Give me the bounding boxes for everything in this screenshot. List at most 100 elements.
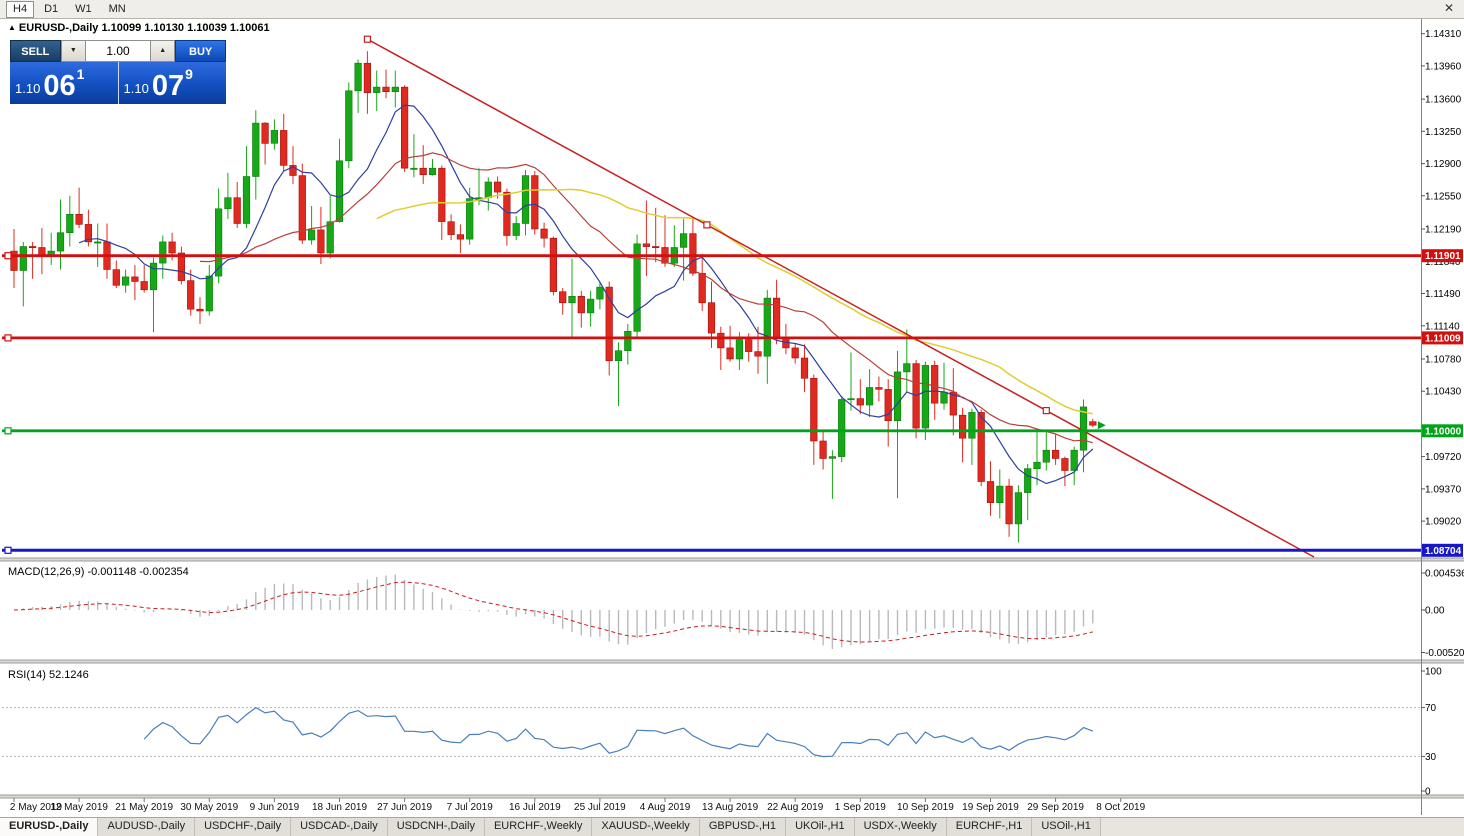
svg-text:1.09720: 1.09720 xyxy=(1425,452,1462,463)
svg-text:7 Jul 2019: 7 Jul 2019 xyxy=(447,802,494,813)
symbol-arrow-icon: ▲ xyxy=(8,23,16,32)
hline-anchor[interactable] xyxy=(4,546,12,554)
ask-price-button[interactable]: 1.10 07 9 xyxy=(118,62,226,104)
chart-tab-ukoil-h1[interactable]: UKOil-,H1 xyxy=(786,818,855,836)
svg-text:19 Sep 2019: 19 Sep 2019 xyxy=(962,802,1019,813)
svg-text:1.08704: 1.08704 xyxy=(1425,546,1462,557)
svg-text:1.10430: 1.10430 xyxy=(1425,387,1462,398)
svg-text:70: 70 xyxy=(1425,703,1437,714)
volume-decrease-button[interactable]: ▼ xyxy=(60,40,86,62)
bid-price-button[interactable]: 1.10 06 1 xyxy=(10,62,119,104)
chart-tab-xauusd-weekly[interactable]: XAUUSD-,Weekly xyxy=(592,818,700,836)
svg-text:0.004536: 0.004536 xyxy=(1425,569,1464,580)
axis-price-label-1.11901: 1.11901 xyxy=(1422,249,1463,263)
svg-text:1.11840: 1.11840 xyxy=(1425,257,1461,268)
svg-text:1.09370: 1.09370 xyxy=(1425,484,1462,495)
svg-text:22 Aug 2019: 22 Aug 2019 xyxy=(767,802,824,813)
ask-base: 1.10 xyxy=(123,81,149,96)
hline-anchor[interactable] xyxy=(4,334,12,342)
macd-histogram xyxy=(22,574,1094,649)
svg-text:1.12900: 1.12900 xyxy=(1425,159,1462,170)
svg-text:16 Jul 2019: 16 Jul 2019 xyxy=(509,802,561,813)
axis-price-label-1.11009: 1.11009 xyxy=(1422,331,1463,345)
chart-tab-eurchf-h1[interactable]: EURCHF-,H1 xyxy=(946,818,1033,836)
svg-text:0: 0 xyxy=(1425,787,1431,798)
axis-price-label-1.10000: 1.10000 xyxy=(1422,424,1463,438)
price-axis[interactable]: 1.14310 1.13960 1.13600 1.13250 1.12900 1.125… xyxy=(1421,29,1464,798)
candles xyxy=(10,51,1097,543)
trendline-anchor[interactable] xyxy=(363,35,371,43)
svg-text:1.11901: 1.11901 xyxy=(1425,251,1461,262)
trendline-anchor[interactable] xyxy=(1042,407,1050,415)
svg-text:1.11490: 1.11490 xyxy=(1425,289,1461,300)
window-close-button[interactable]: ✕ xyxy=(1443,1,1455,15)
rsi-line xyxy=(143,706,1094,758)
trendline-anchor[interactable] xyxy=(703,221,711,229)
svg-text:4 Aug 2019: 4 Aug 2019 xyxy=(640,802,691,813)
last-price-marker xyxy=(1097,421,1106,430)
chart-tab-usdx-weekly[interactable]: USDX-,Weekly xyxy=(854,818,947,836)
trade-controls-row: SELL ▼ ▲ BUY xyxy=(10,40,226,62)
chart-tab-usdcad-daily[interactable]: USDCAD-,Daily xyxy=(291,818,388,836)
descending-trendline[interactable] xyxy=(367,38,1315,558)
ask-pips: 07 xyxy=(151,70,185,102)
svg-text:1.09020: 1.09020 xyxy=(1425,517,1462,528)
macd-panel-label: MACD(12,26,9) -0.001148 -0.002354 xyxy=(8,566,189,578)
svg-text:100: 100 xyxy=(1425,667,1442,678)
svg-text:1.14310: 1.14310 xyxy=(1425,29,1462,40)
volume-input[interactable] xyxy=(86,40,150,62)
hline-anchor[interactable] xyxy=(4,427,12,435)
svg-text:1.10780: 1.10780 xyxy=(1425,355,1462,366)
chart-symbol-ohlc: ▲ EURUSD-,Daily 1.10099 1.10130 1.10039 1… xyxy=(8,22,270,34)
svg-text:29 Sep 2019: 29 Sep 2019 xyxy=(1027,802,1084,813)
ma-mid-line xyxy=(199,152,1093,444)
bid-pips: 06 xyxy=(43,70,76,102)
chart-tab-gbpusd-h1[interactable]: GBPUSD-,H1 xyxy=(699,818,787,836)
timeframe-buttons: H4 D1 W1 MN xyxy=(6,0,133,18)
svg-text:9 Jun 2019: 9 Jun 2019 xyxy=(250,802,300,813)
svg-text:30: 30 xyxy=(1425,752,1437,763)
timeframe-button-d1[interactable]: D1 xyxy=(44,2,59,15)
svg-text:13 Aug 2019: 13 Aug 2019 xyxy=(702,802,759,813)
svg-text:1.13250: 1.13250 xyxy=(1425,127,1462,138)
timeframe-button-h4[interactable]: H4 xyxy=(6,0,35,18)
svg-text:18 Jun 2019: 18 Jun 2019 xyxy=(312,802,367,813)
svg-text:27 Jun 2019: 27 Jun 2019 xyxy=(377,802,432,813)
axis-price-label-1.08704: 1.08704 xyxy=(1422,543,1463,557)
ma-slow-line xyxy=(376,188,1093,415)
trade-prices-row: 1.10 06 1 1.10 07 9 xyxy=(10,62,226,104)
svg-text:-0.005205: -0.005205 xyxy=(1425,648,1464,659)
rsi-panel-label: RSI(14) 52.1246 xyxy=(8,669,89,681)
svg-text:30 May 2019: 30 May 2019 xyxy=(180,802,238,813)
chart-tab-usdchf-daily[interactable]: USDCHF-,Daily xyxy=(195,818,292,836)
svg-text:1.13600: 1.13600 xyxy=(1425,95,1462,106)
svg-text:10 Sep 2019: 10 Sep 2019 xyxy=(897,802,954,813)
chart-background xyxy=(0,18,1464,818)
svg-text:1.11140: 1.11140 xyxy=(1425,321,1460,332)
timeframe-button-w1[interactable]: W1 xyxy=(75,2,92,15)
svg-text:1 Sep 2019: 1 Sep 2019 xyxy=(835,802,887,813)
chart-tab-usoil-h1[interactable]: USOil-,H1 xyxy=(1032,818,1101,836)
svg-text:1.12550: 1.12550 xyxy=(1425,191,1462,202)
macd-signal-line xyxy=(13,581,1093,643)
bid-pipette: 1 xyxy=(76,66,85,82)
hline-anchor[interactable] xyxy=(4,252,12,260)
svg-text:1.13960: 1.13960 xyxy=(1425,61,1462,72)
timeframe-button-mn[interactable]: MN xyxy=(108,2,126,15)
chart-tab-usdcnh-daily[interactable]: USDCNH-,Daily xyxy=(387,818,485,836)
symbol-ohlc-text: EURUSD-,Daily 1.10099 1.10130 1.10039 1.… xyxy=(18,22,270,34)
svg-text:12 May 2019: 12 May 2019 xyxy=(50,802,108,813)
svg-text:25 Jul 2019: 25 Jul 2019 xyxy=(574,802,626,813)
one-click-trading-panel: SELL ▼ ▲ BUY 1.10 06 1 1.10 07 9 xyxy=(10,40,226,104)
chart-tab-audusd-daily[interactable]: AUDUSD-,Daily xyxy=(98,818,196,836)
buy-button[interactable]: BUY xyxy=(175,40,226,62)
volume-increase-button[interactable]: ▲ xyxy=(150,40,176,62)
svg-text:0.00: 0.00 xyxy=(1425,606,1445,617)
svg-text:1.10000: 1.10000 xyxy=(1425,426,1462,437)
chart-tab-eurusd-daily[interactable]: EURUSD-,Daily xyxy=(0,818,99,836)
chart-tab-eurchf-weekly[interactable]: EURCHF-,Weekly xyxy=(484,818,593,836)
sell-button[interactable]: SELL xyxy=(10,40,61,62)
svg-text:21 May 2019: 21 May 2019 xyxy=(115,802,173,813)
